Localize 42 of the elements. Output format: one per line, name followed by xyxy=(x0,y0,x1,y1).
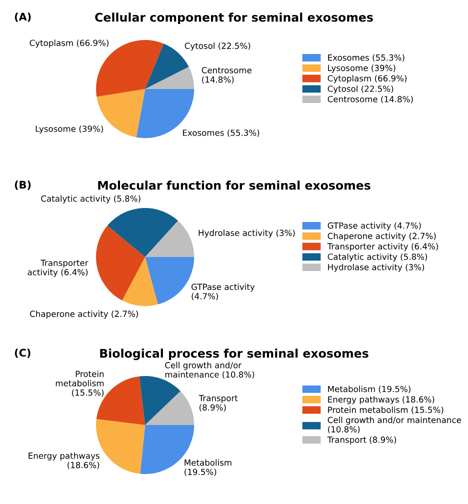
data-label: GTPase activity (4.7%) xyxy=(192,284,255,300)
pie-slice xyxy=(96,226,146,300)
chart-title: Biological process for seminal exosomes xyxy=(100,348,368,360)
legend-label: Metabolism (19.5%) xyxy=(328,386,410,394)
legend-label: Cell growth and/or maintenance (10.8%) xyxy=(328,416,462,434)
text: (B) xyxy=(14,180,31,190)
data-label: Cell growth and/or maintenance (10.8%) xyxy=(165,362,254,379)
data-label: Metabolism (19.5%) xyxy=(184,459,232,476)
legend-label: Hydrolase activity (3%) xyxy=(328,264,424,272)
pie-slice xyxy=(107,208,178,258)
pie-slice xyxy=(145,66,194,90)
data-label: Protein metabolism (15.5%) xyxy=(56,370,104,397)
pie-slice xyxy=(122,257,158,306)
legend-label: Chaperone activity (2.7%) xyxy=(328,232,436,241)
legend-label: Catalytic activity (5.8%) xyxy=(328,253,428,262)
data-label: Centrosome (14.8%) xyxy=(202,67,252,84)
text: (A) xyxy=(14,12,31,22)
legend-label: Exosomes (55.3%) xyxy=(328,54,404,62)
legend-label: Energy pathways (18.6%) xyxy=(328,396,434,404)
legend-label: GTPase activity (4.7%) xyxy=(328,222,421,230)
data-label: Exosomes (55.3%) xyxy=(182,129,260,137)
legend-label: Transporter activity (6.4%) xyxy=(327,243,438,252)
legend-label: Cytoplasm (66.9%) xyxy=(328,75,407,84)
data-label: Cytosol (22.5%) xyxy=(184,42,250,51)
data-label: Hydrolase activity (3%) xyxy=(198,230,295,238)
chart-title: Cellular component for seminal exosomes xyxy=(95,12,373,24)
legend-label: Centrosome (14.8%) xyxy=(328,96,413,104)
data-label: Chaperone activity (2.7%) xyxy=(30,310,138,319)
data-label: Lysosome (39%) xyxy=(36,125,103,134)
text: (C) xyxy=(14,348,30,358)
legend-label: Lysosome (39%) xyxy=(328,64,396,73)
data-label: Cytoplasm (66.9%) xyxy=(30,40,108,48)
pie-slice xyxy=(145,220,194,258)
legend-label: Transport (8.9%) xyxy=(327,436,396,444)
legend-label: Protein metabolism (15.5%) xyxy=(328,406,444,414)
chart-title: Molecular function for seminal exosomes xyxy=(98,180,370,190)
data-label: Transport (8.9%) xyxy=(198,395,238,412)
data-label: Catalytic activity (5.8%) xyxy=(41,195,140,204)
data-label: Transporter activity (6.4%) xyxy=(28,260,88,277)
legend-label: Cytosol (22.5%) xyxy=(328,85,394,94)
pie-slice xyxy=(145,391,194,426)
data-label: Energy pathways (18.6%) xyxy=(28,452,100,470)
